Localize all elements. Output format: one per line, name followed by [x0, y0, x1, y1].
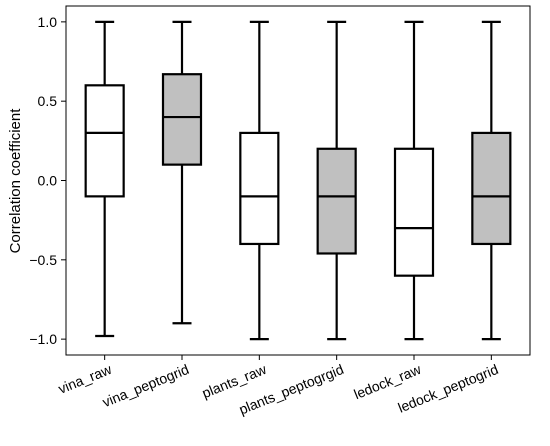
- y-axis-title: Correlation coefficient: [7, 108, 24, 254]
- iqr-box: [161, 73, 203, 166]
- iqr-box: [471, 131, 512, 246]
- box-plants_raw: [239, 20, 280, 341]
- y-tick-label: 0.0: [38, 173, 58, 189]
- box-plants_peptogrgid: [316, 20, 357, 341]
- y-tick-label: −0.5: [29, 252, 57, 268]
- y-tick-label: −1.0: [29, 331, 57, 347]
- y-axis: −1.0 −0.5 0.0 0.5 1.0: [29, 14, 66, 347]
- x-tick-label: vina_raw: [56, 361, 115, 397]
- box-ledock_raw: [393, 20, 435, 341]
- plot-frame: [65, 5, 531, 356]
- x-tick-label: vina_peptogrid: [100, 361, 191, 410]
- iqr-box: [393, 147, 435, 277]
- y-tick-label: 0.5: [38, 93, 58, 109]
- boxes-group: [84, 20, 512, 341]
- box-vina_peptogrid: [161, 20, 203, 325]
- y-tick-label: 1.0: [38, 14, 58, 30]
- box-vina_raw: [84, 20, 125, 338]
- box-ledock_peptogrid: [471, 20, 512, 341]
- iqr-box: [84, 84, 125, 198]
- iqr-box: [316, 147, 357, 255]
- iqr-box: [239, 131, 280, 246]
